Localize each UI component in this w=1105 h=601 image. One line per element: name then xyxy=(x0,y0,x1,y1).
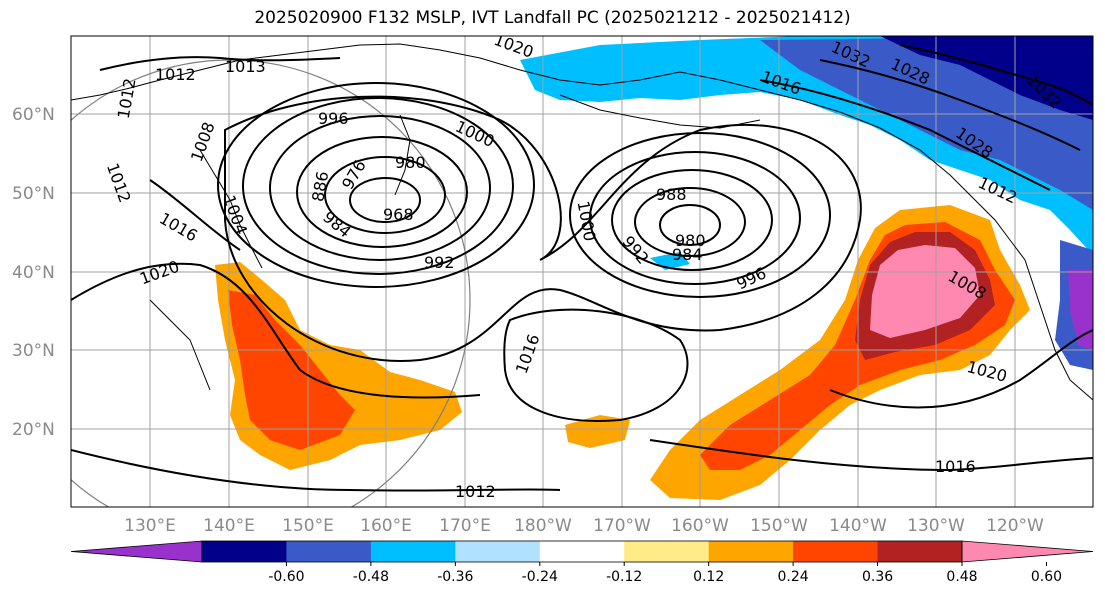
ivt-positive-west xyxy=(215,262,630,470)
lon-label: 160°E xyxy=(360,516,412,536)
contour-label: 988 xyxy=(656,185,687,204)
colorbar-tick-label: 0.24 xyxy=(778,569,809,585)
map-frame xyxy=(70,35,1094,508)
colorbar-outline xyxy=(201,540,963,563)
colorbar-segment xyxy=(708,541,794,562)
colorbar-segment xyxy=(455,541,541,562)
lon-label: 130°E xyxy=(124,516,176,536)
colorbar-segment xyxy=(539,541,625,562)
colorbar-segment xyxy=(793,541,879,562)
contour-label: 1012 xyxy=(455,482,496,501)
colorbar-segment xyxy=(877,541,963,562)
contour-label: 1013 xyxy=(225,57,266,76)
contour-label: 992 xyxy=(424,253,455,272)
colorbar-tick-label: -0.48 xyxy=(353,569,389,585)
contour-label: 1012 xyxy=(155,65,196,84)
contour-label: 996 xyxy=(318,109,349,128)
colorbar-tick-label: 0.12 xyxy=(693,569,724,585)
colorbar-tick-label: -0.60 xyxy=(268,569,304,585)
lon-label: 120°W xyxy=(986,516,1044,536)
colorbar-tick-label: -0.36 xyxy=(437,569,473,585)
lat-label: 40°N xyxy=(12,263,55,283)
lon-label: 140°W xyxy=(829,516,887,536)
lon-label: 140°E xyxy=(203,516,255,536)
contour-label: 968 xyxy=(383,205,414,224)
lon-label: 170°E xyxy=(439,516,491,536)
colorbar-tick-label: 0.36 xyxy=(862,569,893,585)
lat-label: 60°N xyxy=(12,105,55,125)
contour-label: 1016 xyxy=(935,457,976,476)
colorbar: -0.60 -0.48 -0.36 -0.24 -0.12 0.12 0.24 0.36 0.4… xyxy=(70,540,1094,585)
contour-label: 984 xyxy=(672,245,703,264)
lon-label: 130°W xyxy=(907,516,965,536)
lat-label: 50°N xyxy=(12,184,55,204)
lon-label: 170°W xyxy=(593,516,651,536)
longitude-labels: 130°E 140°E 150°E 160°E 170°E 180°W 170°… xyxy=(124,516,1044,536)
colorbar-segment xyxy=(286,541,372,562)
contour-label: 980 xyxy=(675,231,706,250)
contour-label: 980 xyxy=(395,153,426,172)
colorbar-extend-max xyxy=(961,540,1094,563)
colorbar-tick-label: 0.60 xyxy=(1031,569,1062,585)
colorbar-tick-label: -0.24 xyxy=(522,569,558,585)
colorbar-tick-label: 0.48 xyxy=(946,569,977,585)
lon-label: 150°W xyxy=(750,516,808,536)
lon-label: 180°W xyxy=(514,516,572,536)
colorbar-segment xyxy=(202,541,287,562)
lon-label: 150°E xyxy=(282,516,334,536)
lon-label: 160°W xyxy=(671,516,729,536)
mslp-contours xyxy=(71,44,1093,492)
colorbar-segment xyxy=(370,541,456,562)
colorbar-segment xyxy=(624,541,710,562)
graticule xyxy=(71,36,1093,507)
lat-label: 30°N xyxy=(12,341,55,361)
colorbar-tick-label: -0.12 xyxy=(606,569,642,585)
domain-circle xyxy=(71,59,471,507)
map-title: 2025020900 F132 MSLP, IVT Landfall PC (2… xyxy=(254,8,851,28)
latitude-labels: 60°N 50°N 40°N 30°N 20°N xyxy=(12,105,55,440)
lat-label: 20°N xyxy=(12,420,55,440)
colorbar-extend-min xyxy=(70,540,203,563)
